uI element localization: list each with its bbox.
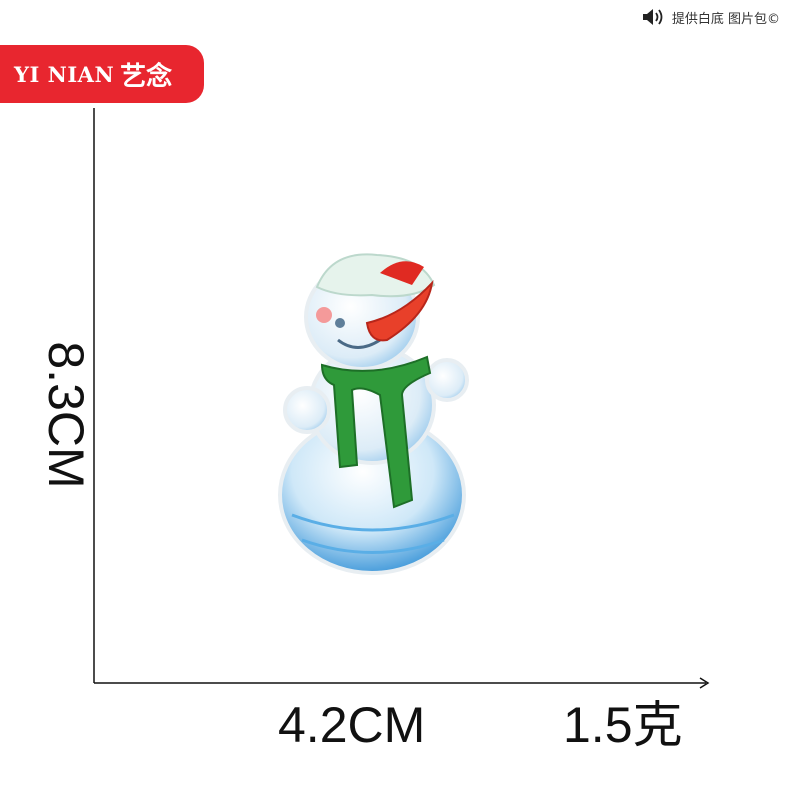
watermark-text: 提供白底 图片包© xyxy=(671,11,780,27)
patch-body xyxy=(278,263,469,575)
axis-arrow-icon xyxy=(699,677,710,689)
brand-latin-name: YI NIAN xyxy=(14,61,115,87)
watermark: 提供白底 图片包© xyxy=(642,6,780,28)
width-dimension-label: 4.2CM xyxy=(278,697,426,753)
brand-chinese-name: 艺念 xyxy=(120,61,173,92)
speaker-icon xyxy=(642,9,663,25)
snowman-patch-image xyxy=(278,253,469,575)
brand-logo: YI NIAN 艺念 xyxy=(0,45,204,103)
snowman-scarf xyxy=(320,355,432,509)
height-dimension-label: 8.3CM xyxy=(38,341,94,489)
weight-label: 1.5克 xyxy=(563,697,683,753)
snowman-carrot-nose xyxy=(365,279,434,342)
